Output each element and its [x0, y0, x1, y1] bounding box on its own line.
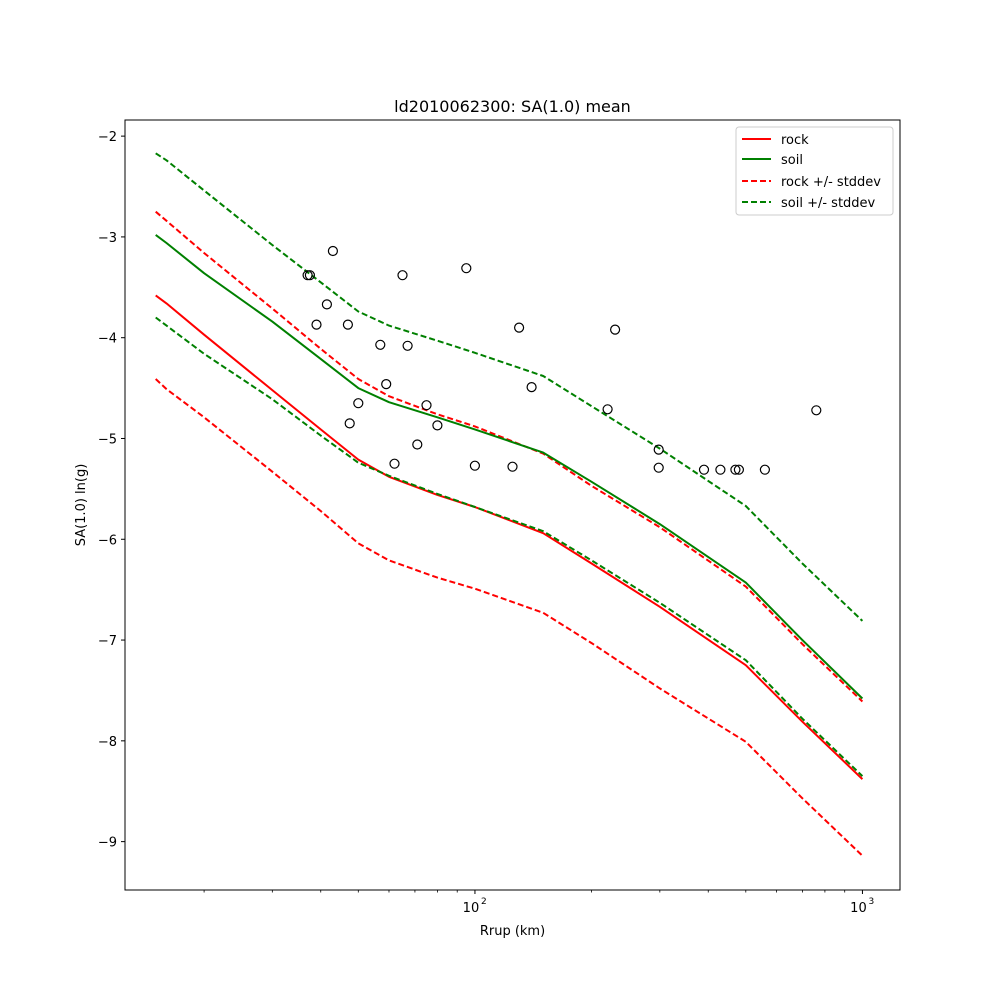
observed-point — [432, 420, 443, 431]
observed-point — [402, 340, 413, 351]
y-tick-label: −5 — [98, 432, 117, 447]
observed-point — [304, 270, 315, 281]
y-tick-label: −4 — [98, 332, 117, 347]
observed-point — [811, 405, 822, 416]
y-tick-label: −2 — [98, 130, 117, 145]
plot-frame — [124, 119, 901, 891]
observed-point — [344, 418, 355, 429]
x-tick-exponent: 2 — [481, 897, 487, 907]
observed-point — [321, 299, 332, 310]
y-tick-label: −7 — [98, 634, 117, 649]
rock-stddev-line-0 — [155, 378, 864, 857]
observed-point — [342, 319, 353, 330]
points-layer — [302, 245, 822, 475]
observed-point — [653, 444, 664, 455]
observed-point — [759, 464, 771, 475]
legend-box — [735, 126, 894, 216]
x-tick-exponent: 3 — [868, 897, 874, 907]
observed-point — [602, 404, 613, 415]
observed-point — [653, 462, 664, 473]
legend-label-rock: rock — [781, 133, 809, 148]
observed-point — [397, 270, 408, 281]
legend-label-rock-stddev: rock +/- stddev — [781, 175, 881, 190]
soil-mean-line-4 — [155, 234, 864, 700]
observed-point — [311, 319, 322, 330]
observed-point — [412, 439, 423, 450]
observed-point — [353, 398, 364, 409]
observed-point — [730, 464, 741, 475]
legend-label-soil: soil — [781, 153, 803, 168]
x-tick-label: 10 — [463, 901, 480, 916]
y-tick-label: −8 — [98, 735, 117, 750]
observed-point — [421, 400, 432, 411]
rock-stddev-line-2 — [155, 210, 864, 703]
observed-point — [526, 382, 537, 393]
observed-point — [461, 263, 472, 274]
lines-layer — [155, 152, 864, 857]
x-axis-label: Rrup (km) — [480, 924, 545, 939]
soil-stddev-line-3 — [155, 316, 864, 777]
legend: rock soil rock +/- stddev soil +/- stdde… — [735, 126, 894, 216]
y-axis-label: SA(1.0) ln(g) — [74, 464, 89, 547]
observed-point — [375, 339, 386, 350]
observed-point — [715, 464, 726, 475]
observed-point — [507, 461, 518, 472]
y-tick-label: −9 — [98, 836, 117, 851]
observed-point — [381, 379, 392, 390]
observed-point — [513, 322, 525, 333]
y-tick-label: −6 — [98, 533, 117, 548]
observed-point — [609, 324, 621, 335]
x-tick-label: 10 — [850, 901, 867, 916]
y-tick-label: −3 — [98, 231, 117, 246]
soil-stddev-line-5 — [155, 152, 864, 622]
observed-point — [389, 458, 400, 469]
observed-point — [469, 460, 480, 471]
observed-point — [733, 464, 745, 475]
observed-point — [698, 464, 710, 475]
chart-title: ld2010062300: SA(1.0) mean — [394, 97, 631, 116]
observed-point — [327, 245, 338, 257]
legend-label-soil-stddev: soil +/- stddev — [781, 196, 876, 211]
ticks-layer: −9−8−7−6−5−4−3−210 2 10 3 — [98, 130, 874, 916]
